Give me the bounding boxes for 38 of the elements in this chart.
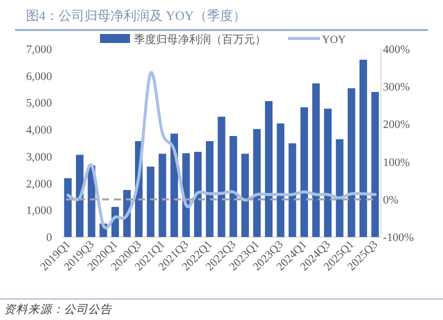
- bar: [76, 154, 84, 237]
- bar: [288, 143, 296, 237]
- bar: [64, 178, 72, 237]
- y-tick-label: 7,000: [26, 44, 52, 56]
- bar: [336, 139, 344, 237]
- y-tick-label: 2,000: [26, 178, 52, 190]
- y-tick-label: 0: [46, 232, 52, 244]
- bar: [158, 154, 166, 237]
- text: 资料来源：公司公告: [4, 303, 113, 316]
- bar: [300, 107, 308, 237]
- bar: [359, 60, 368, 237]
- bar: [324, 108, 332, 237]
- y2-tick-label: 400%: [383, 44, 410, 56]
- bar: [206, 141, 214, 237]
- chart-title: 图4：公司归母净利润及 YOY（季度）: [26, 8, 246, 23]
- legend-label: 季度归母净利润（百万元）: [134, 33, 266, 46]
- bar: [218, 116, 226, 237]
- y-tick-label: 6,000: [26, 70, 52, 83]
- y2-tick-label: -100%: [383, 232, 414, 244]
- bar: [264, 101, 273, 237]
- y2-tick-label: 200%: [383, 119, 410, 132]
- y-tick-label: 1,000: [26, 205, 52, 218]
- y-tick-label: 4,000: [26, 124, 52, 137]
- legend-label: YOY: [322, 34, 346, 46]
- y2-tick-label: 0%: [383, 194, 399, 206]
- bar: [312, 83, 320, 237]
- y2-tick-label: 100%: [383, 156, 410, 169]
- bar: [241, 154, 249, 237]
- bar: [276, 123, 284, 237]
- bar: [194, 152, 202, 237]
- bar: [348, 88, 356, 237]
- y-tick-label: 5,000: [26, 98, 52, 110]
- bar: [371, 92, 379, 237]
- bar: [253, 129, 261, 237]
- bar: [230, 136, 238, 237]
- y2-tick-label: 300%: [383, 82, 410, 94]
- bar: [146, 166, 154, 237]
- y-tick-label: 3,000: [26, 151, 52, 164]
